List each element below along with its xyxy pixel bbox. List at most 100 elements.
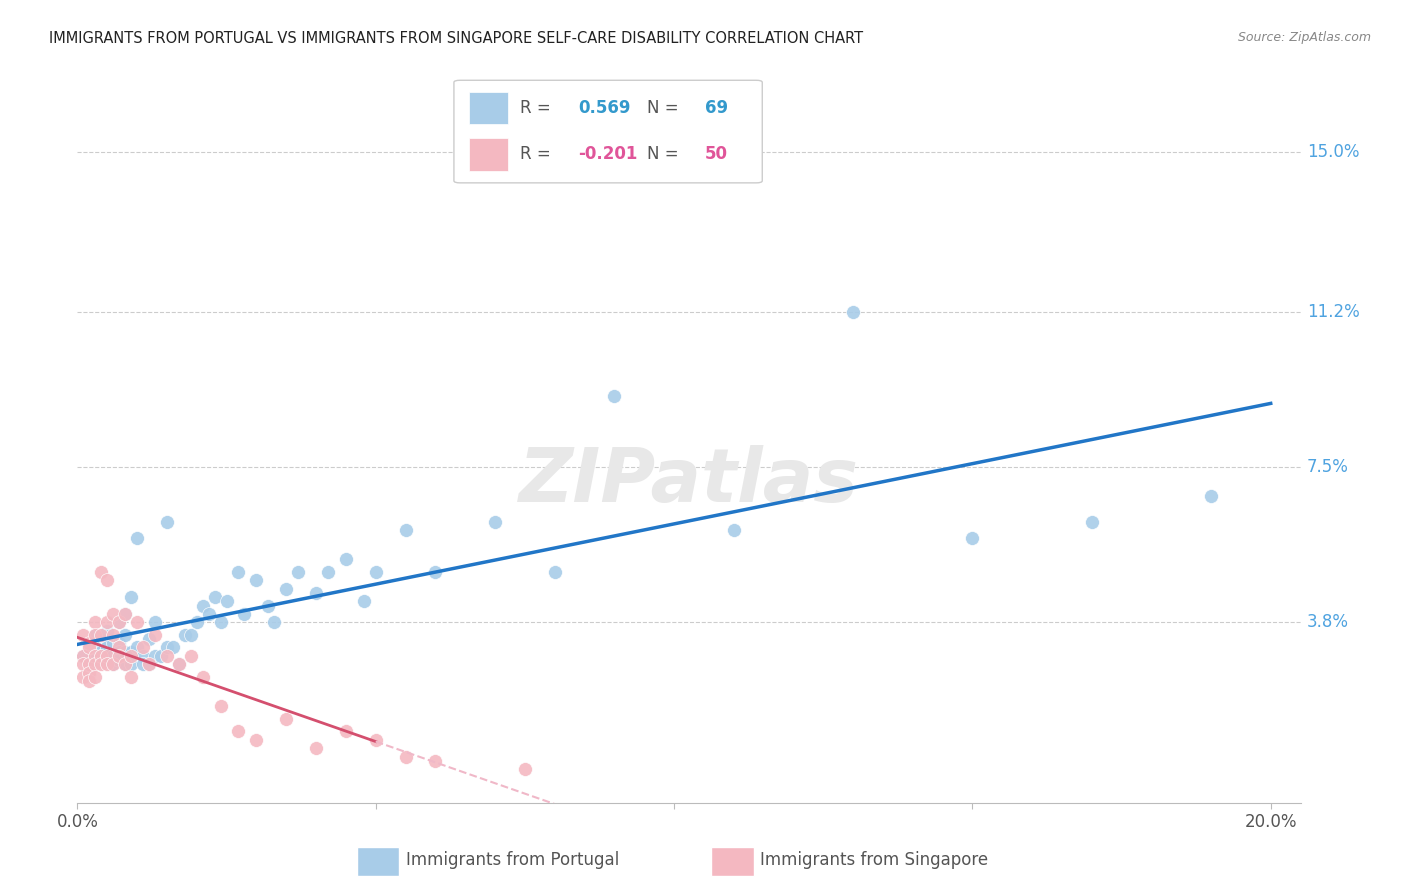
Text: -0.201: -0.201 [578, 145, 637, 163]
Point [962, 532, 984, 546]
Point [544, 565, 567, 579]
Point [101, 628, 124, 642]
Point [114, 657, 136, 672]
Point [84, 657, 107, 672]
Text: 50: 50 [704, 145, 728, 163]
Point [101, 657, 124, 672]
Point [191, 670, 214, 684]
Point [96, 653, 118, 667]
Point [162, 640, 184, 655]
Point [77, 665, 100, 680]
Point [209, 699, 232, 714]
Point [143, 648, 166, 663]
Point [173, 628, 195, 642]
Point [72, 648, 94, 663]
Point [120, 670, 142, 684]
Text: 69: 69 [704, 99, 728, 117]
Point [96, 632, 118, 646]
Point [305, 586, 328, 600]
Point [108, 615, 131, 630]
Point [108, 653, 131, 667]
Point [167, 657, 190, 672]
Point [263, 615, 285, 630]
Point [257, 599, 280, 613]
Point [276, 582, 298, 596]
Point [114, 645, 136, 659]
Point [114, 607, 136, 621]
Point [96, 615, 118, 630]
Point [90, 565, 112, 579]
Point [125, 532, 148, 546]
Point [132, 648, 155, 663]
Point [108, 615, 131, 630]
Point [84, 670, 107, 684]
Point [90, 645, 112, 659]
Point [209, 615, 232, 630]
Point [484, 515, 506, 529]
Point [132, 640, 155, 655]
Text: 11.2%: 11.2% [1306, 302, 1360, 321]
Point [108, 636, 131, 650]
Point [245, 574, 267, 588]
Text: N =: N = [647, 99, 685, 117]
Text: R =: R = [520, 145, 557, 163]
Point [149, 648, 172, 663]
Point [353, 594, 375, 608]
Point [364, 565, 387, 579]
Point [125, 615, 148, 630]
Point [84, 640, 107, 655]
Point [108, 640, 131, 655]
Text: 3.8%: 3.8% [1306, 614, 1348, 632]
Text: 0.569: 0.569 [578, 99, 630, 117]
Bar [357, 847, 399, 876]
Text: ZIPatlas: ZIPatlas [519, 445, 859, 518]
Text: Immigrants from Portugal: Immigrants from Portugal [406, 851, 619, 870]
Text: Source: ZipAtlas.com: Source: ZipAtlas.com [1237, 31, 1371, 45]
Bar [470, 92, 509, 124]
Point [90, 657, 112, 672]
Point [84, 628, 107, 642]
Text: Immigrants from Singapore: Immigrants from Singapore [761, 851, 988, 870]
Point [101, 636, 124, 650]
Point [276, 712, 298, 726]
Point [180, 648, 202, 663]
Text: IMMIGRANTS FROM PORTUGAL VS IMMIGRANTS FROM SINGAPORE SELF-CARE DISABILITY CORRE: IMMIGRANTS FROM PORTUGAL VS IMMIGRANTS F… [49, 31, 863, 46]
Point [77, 657, 100, 672]
Point [90, 628, 112, 642]
Point [394, 523, 416, 537]
Point [191, 599, 214, 613]
Point [77, 674, 100, 689]
Point [90, 648, 112, 663]
Point [305, 741, 328, 756]
Point [101, 648, 124, 663]
Point [138, 657, 160, 672]
Point [84, 653, 107, 667]
Point [186, 615, 208, 630]
Point [603, 389, 626, 403]
Text: 15.0%: 15.0% [1306, 143, 1360, 161]
Text: N =: N = [647, 145, 685, 163]
Point [90, 648, 112, 663]
Point [204, 590, 226, 604]
Point [132, 657, 155, 672]
Point [335, 724, 357, 739]
Point [228, 724, 250, 739]
Point [114, 628, 136, 642]
Point [72, 628, 94, 642]
Point [77, 640, 100, 655]
Point [114, 657, 136, 672]
Text: R =: R = [520, 99, 557, 117]
Point [143, 615, 166, 630]
Point [84, 648, 107, 663]
Point [96, 624, 118, 638]
Point [96, 657, 118, 672]
Point [72, 648, 94, 663]
Bar [711, 847, 754, 876]
Point [77, 636, 100, 650]
Point [120, 657, 142, 672]
Point [138, 657, 160, 672]
Point [425, 754, 447, 768]
Point [77, 657, 100, 672]
Point [77, 636, 100, 650]
Point [394, 749, 416, 764]
